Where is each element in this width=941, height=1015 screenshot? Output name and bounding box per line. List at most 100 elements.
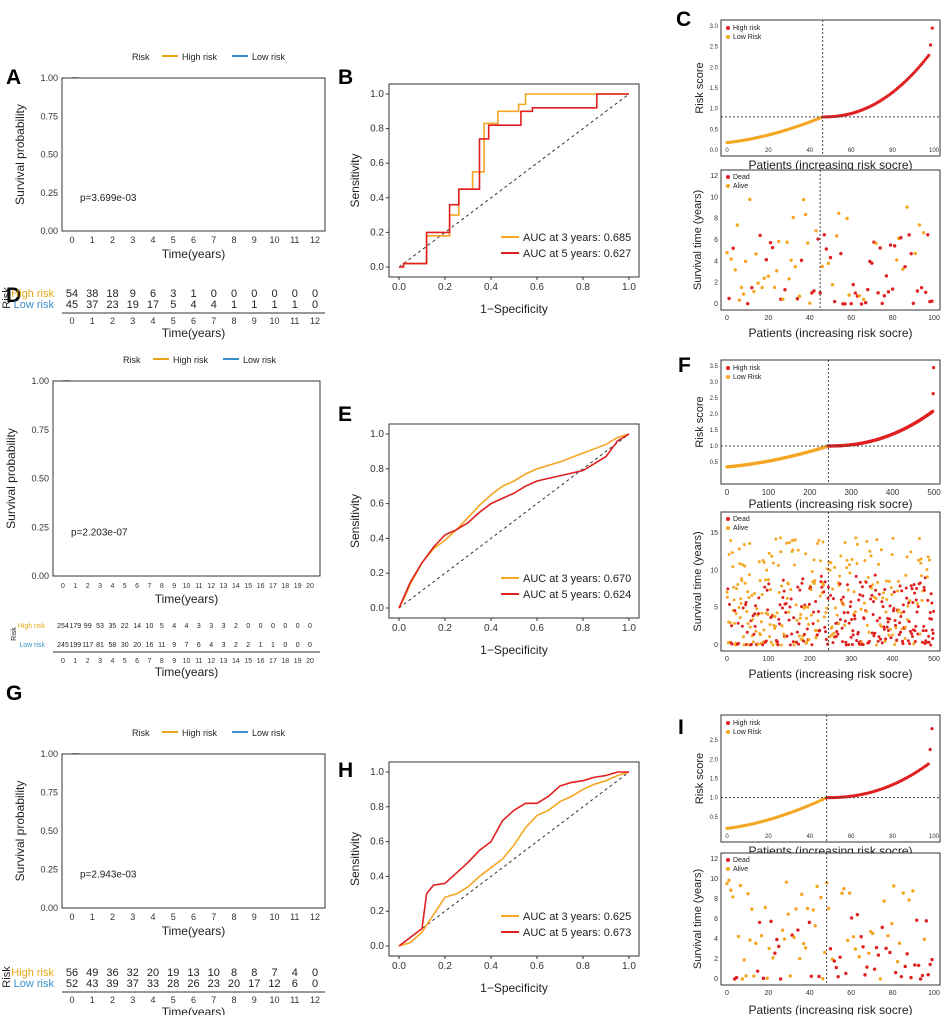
survtime-point <box>766 612 770 616</box>
survtime-point <box>888 243 893 247</box>
survtime-point <box>848 563 852 567</box>
risk-table-xtick: 6 <box>191 995 196 1005</box>
survtime-ytick-label: 0 <box>714 642 718 649</box>
survtime-point <box>775 611 779 615</box>
km-xtick-label: 1 <box>90 912 95 922</box>
panel-letter-b: B <box>338 66 353 89</box>
survtime-point <box>800 892 804 897</box>
survtime-point <box>778 603 782 607</box>
survtime-point <box>876 639 880 643</box>
survtime-point <box>730 551 734 555</box>
survtime-point <box>795 640 799 644</box>
survtime-point <box>843 619 847 623</box>
survtime-point <box>872 600 876 604</box>
survtime-point <box>847 891 852 895</box>
km-xtick-label: 11 <box>195 583 202 590</box>
survtime-point <box>848 571 852 575</box>
survtime-point <box>884 946 888 951</box>
survtime-point <box>754 604 758 608</box>
risk-table-xtick: 2 <box>110 995 115 1005</box>
survtime-point <box>888 617 892 621</box>
survtime-point <box>850 618 854 622</box>
km-legend-title: Risk <box>132 728 150 738</box>
risk-table-xtick: 1 <box>90 316 95 326</box>
riskscore-point <box>926 762 930 766</box>
survtime-point <box>816 619 820 623</box>
survtime-point <box>920 574 924 578</box>
risk-table-xtick: 19 <box>294 658 302 665</box>
risk-table-count: 0 <box>283 642 287 649</box>
survtime-point <box>881 591 885 595</box>
risk-table-count: 4 <box>190 299 196 311</box>
risk-table-count: 56 <box>66 967 78 979</box>
survtime-point <box>774 537 778 541</box>
risk-table-count: 43 <box>86 978 98 990</box>
roc-curve-3yr <box>398 771 630 947</box>
survtime-point <box>773 624 777 628</box>
km-legend-high: High risk <box>182 52 218 62</box>
survtime-point <box>752 974 756 978</box>
survtime-point <box>890 553 894 557</box>
survtime-point <box>866 576 870 580</box>
risk-table-count: 33 <box>147 978 159 990</box>
survtime-point <box>802 639 806 643</box>
survtime-point <box>909 550 913 554</box>
survtime-point <box>887 579 891 583</box>
riskscore-point <box>928 43 933 47</box>
survtime-point <box>897 608 901 612</box>
survtime-point <box>858 580 862 584</box>
survtime-point <box>892 607 896 611</box>
survtime-point <box>742 958 746 962</box>
survtime-point <box>849 635 853 639</box>
risk-table-count: 8 <box>231 967 237 979</box>
survtime-point <box>788 541 792 545</box>
riskscore-point <box>931 366 936 370</box>
survtime-point <box>759 934 764 938</box>
survtime-point <box>756 642 760 646</box>
roc-ytick-label: 0.0 <box>370 262 384 273</box>
km-legend-high: High risk <box>182 728 218 738</box>
survtime-point <box>865 540 869 544</box>
km-xtick-label: 0 <box>69 912 74 922</box>
survtime-point <box>775 937 779 942</box>
risk-table-count: 0 <box>312 288 318 300</box>
survtime-point <box>764 639 768 643</box>
survtime-point <box>752 592 756 596</box>
survtime-point <box>898 630 902 634</box>
risk-table-count: 38 <box>86 288 98 300</box>
survtime-point <box>815 884 819 889</box>
survtime-point <box>847 643 851 647</box>
survtime-point <box>890 921 894 926</box>
risk-table-count: 81 <box>96 642 104 649</box>
survtime-xtick-label: 40 <box>806 990 814 997</box>
survtime-point <box>858 593 862 597</box>
survtime-point <box>869 554 873 558</box>
roc-xtick-label: 0.6 <box>530 282 544 293</box>
risk-table-xtick: 20 <box>306 658 314 665</box>
survtime-point <box>857 598 861 602</box>
riskscore-legend-high: High risk <box>733 25 761 32</box>
km-xtick-label: 2 <box>110 912 115 922</box>
roc-xtick-label: 0.8 <box>576 282 590 293</box>
risk-table-count: 17 <box>248 978 260 990</box>
survtime-point <box>763 905 768 910</box>
survtime-xtick-label: 200 <box>804 656 816 663</box>
survtime-point <box>792 935 796 940</box>
survtime-point <box>930 601 934 605</box>
km-xtick-label: 11 <box>290 235 299 245</box>
survtime-point <box>745 630 749 634</box>
survtime-point <box>905 952 909 956</box>
survtime-point <box>786 912 791 916</box>
survtime-point <box>801 577 805 581</box>
survtime-point <box>734 612 738 616</box>
survtime-point <box>785 596 789 600</box>
survtime-point <box>867 951 871 955</box>
survtime-point <box>861 643 865 647</box>
survtime-point <box>870 631 874 635</box>
survtime-point <box>798 956 802 961</box>
km-frame <box>61 753 326 909</box>
survtime-ytick-label: 4 <box>714 258 718 265</box>
survtime-legend-dead: Dead <box>733 174 750 181</box>
km-xlabel: Time(years) <box>162 247 226 261</box>
km-ytick-label: 0.25 <box>40 865 58 875</box>
